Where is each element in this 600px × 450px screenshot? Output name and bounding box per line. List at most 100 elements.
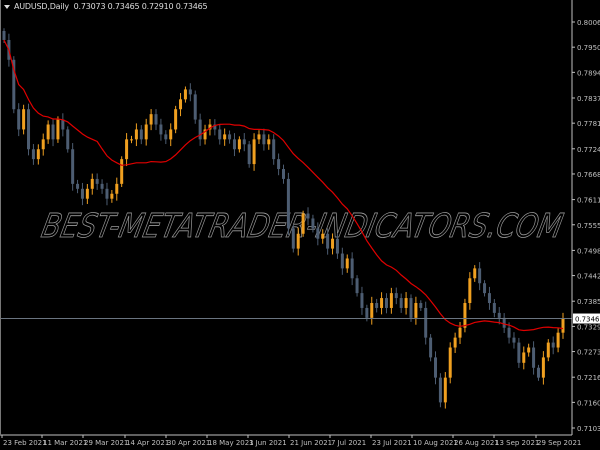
bull-candle — [443, 377, 447, 403]
bear-candle — [487, 293, 491, 304]
bear-candle — [517, 342, 521, 363]
bull-candle — [389, 293, 393, 308]
bull-candle — [90, 178, 94, 189]
bear-candle — [394, 293, 398, 299]
bull-candle — [301, 213, 305, 234]
bear-candle — [2, 30, 6, 40]
bull-candle — [561, 318, 565, 333]
bear-candle — [399, 298, 403, 308]
bear-candle — [232, 139, 236, 150]
bull-candle — [404, 298, 408, 308]
bear-candle — [76, 183, 80, 189]
bear-candle — [306, 213, 310, 219]
symbol-label: AUDUSD,Daily — [14, 2, 69, 11]
bear-candle — [384, 298, 388, 308]
bear-candle — [105, 188, 109, 199]
bull-candle — [115, 183, 119, 194]
bull-candle — [125, 139, 129, 160]
bear-candle — [419, 303, 423, 308]
bull-candle — [546, 342, 550, 358]
x-tick-label: 21 Jun 2021 — [290, 439, 332, 447]
bear-candle — [154, 114, 158, 125]
bear-candle — [512, 337, 516, 343]
x-tick-label: 18 May 2021 — [208, 439, 254, 447]
bear-candle — [159, 124, 163, 135]
bull-candle — [473, 268, 477, 279]
bull-candle — [149, 114, 153, 125]
bull-candle — [56, 119, 60, 140]
bear-candle — [316, 228, 320, 239]
bull-candle — [556, 332, 560, 348]
bull-candle — [468, 278, 472, 304]
bear-candle — [193, 94, 197, 120]
bear-candle — [164, 134, 168, 140]
x-tick-label: 3 Jun 2021 — [249, 439, 287, 447]
bear-candle — [483, 283, 487, 294]
bull-candle — [321, 233, 325, 239]
bear-candle — [27, 109, 31, 150]
bull-candle — [252, 139, 256, 165]
bear-candle — [247, 144, 251, 165]
bull-candle — [267, 139, 271, 145]
bull-candle — [144, 124, 148, 140]
bear-candle — [262, 134, 266, 145]
current-price-badge — [573, 313, 600, 324]
bull-candle — [110, 193, 114, 199]
bear-candle — [532, 347, 536, 368]
bull-candle — [448, 347, 452, 378]
bear-candle — [51, 124, 55, 140]
bear-candle — [434, 357, 438, 378]
bull-candle — [46, 124, 50, 140]
current-price-label: 0.73465 — [575, 316, 600, 324]
bull-candle — [120, 159, 124, 184]
bull-candle — [183, 89, 187, 100]
bear-candle — [507, 327, 511, 338]
bull-candle — [296, 233, 300, 249]
bear-candle — [375, 303, 379, 308]
bear-candle — [365, 307, 369, 318]
bull-candle — [223, 134, 227, 140]
bear-candle — [272, 139, 276, 160]
x-tick-label: 10 Aug 2021 — [413, 439, 458, 447]
candles — [2, 28, 565, 409]
bear-candle — [66, 129, 70, 150]
dropdown-triangle-icon[interactable] — [4, 4, 10, 9]
x-tick-label: 7 Jul 2021 — [331, 439, 366, 447]
bear-candle — [213, 124, 217, 130]
chart-header: AUDUSD,Daily 0.73073 0.73465 0.72910 0.7… — [4, 2, 208, 11]
bull-candle — [129, 139, 133, 141]
bull-candle — [203, 129, 207, 140]
bear-candle — [355, 278, 359, 294]
bull-candle — [380, 298, 384, 308]
bear-candle — [311, 218, 315, 229]
bear-candle — [31, 149, 35, 160]
bull-candle — [458, 327, 462, 338]
bull-candle — [36, 149, 40, 160]
bear-candle — [335, 238, 339, 254]
bull-candle — [453, 337, 457, 348]
x-tick-label: 26 Aug 2021 — [454, 439, 499, 447]
x-tick-label: 11 Mar 2021 — [43, 439, 87, 447]
x-tick-label: 13 Sep 2021 — [495, 439, 539, 447]
bull-candle — [179, 99, 183, 110]
bear-candle — [502, 317, 506, 328]
bear-candle — [492, 303, 496, 313]
ohlc-readout: 0.73073 0.73465 0.72910 0.73465 — [73, 2, 208, 11]
bear-candle — [277, 159, 281, 170]
bear-candle — [71, 149, 75, 184]
bear-candle — [198, 119, 202, 140]
bear-candle — [218, 129, 222, 140]
x-tick-label: 29 Mar 2021 — [84, 439, 128, 447]
bull-candle — [174, 109, 178, 130]
bear-candle — [438, 377, 442, 403]
